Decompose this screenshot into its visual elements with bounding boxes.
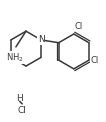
Text: Cl: Cl [74,22,83,31]
Text: NH$_2$: NH$_2$ [6,51,24,64]
Text: Cl: Cl [90,56,98,65]
Text: H: H [16,94,23,103]
Text: Cl: Cl [18,106,26,115]
Text: N: N [38,35,45,44]
